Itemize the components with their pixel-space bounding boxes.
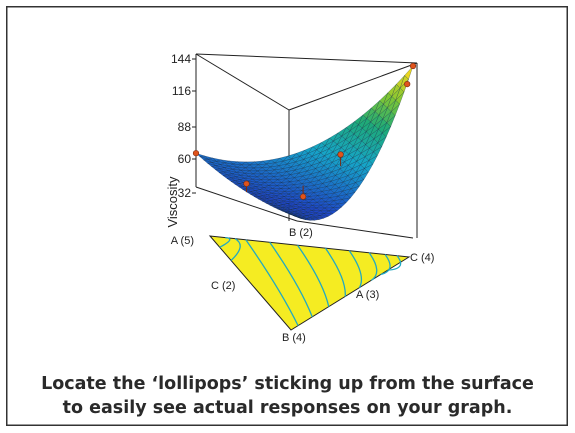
surface-cell (359, 171, 369, 180)
surface-cell (404, 65, 414, 80)
surface-cell (386, 115, 396, 127)
surface-cell (328, 210, 338, 215)
contour-line (297, 244, 330, 307)
z-tick-116: 116 (172, 84, 191, 98)
top-front-edge (288, 62, 418, 111)
surface-cell (319, 215, 329, 219)
contour-line (230, 238, 241, 261)
z-tick-144: 144 (171, 52, 191, 66)
design-point (192, 150, 200, 157)
surface-cell (293, 215, 302, 219)
surface-cell (306, 218, 315, 221)
design-point (404, 81, 411, 88)
design-point (300, 193, 307, 200)
contour-line (269, 241, 313, 318)
design-points (192, 62, 417, 200)
caption-line-2: to easily see actual responses on your g… (62, 398, 513, 418)
surface-chart: Viscosity 144 116 88 60 32 A (5) B (2) C… (6, 6, 568, 426)
design-point (409, 62, 417, 70)
surface-cell (350, 185, 360, 193)
vertex-label-b: B (4) (282, 332, 306, 344)
surface-cell (323, 213, 334, 217)
surface-cell (395, 91, 405, 105)
floor-left-edge (195, 186, 298, 222)
surface-cell (382, 126, 392, 138)
contour-base (208, 235, 411, 331)
z-tick-32: 32 (178, 186, 192, 200)
z-tick-60: 60 (178, 152, 192, 166)
surface-cell (391, 104, 400, 117)
surface-cell (341, 197, 352, 203)
surface-cell (301, 217, 311, 221)
edge-label-c: C (2) (211, 280, 235, 292)
surface-cell (368, 155, 378, 165)
response-surface (195, 65, 414, 221)
z-axis-title: Viscosity (165, 176, 180, 228)
figure-border (6, 6, 568, 426)
axis-labels: Viscosity 144 116 88 60 32 A (5) B (2) C… (165, 52, 434, 344)
contour-line (387, 255, 402, 271)
top-left-edge (195, 53, 290, 111)
top-back-edge (195, 53, 418, 64)
surface-cell (310, 217, 320, 221)
surface-cell (355, 179, 365, 187)
floor-right-edge (296, 220, 414, 239)
surface-cell (364, 163, 374, 173)
design-point (337, 151, 344, 158)
z-tick-88: 88 (178, 120, 192, 134)
surface-cell (377, 136, 387, 147)
edge-label-a: A (3) (356, 289, 379, 301)
surface-cell (373, 146, 383, 157)
caption-line-1: Locate the ‘lollipops’ sticking up from … (41, 374, 534, 394)
contour-line (219, 236, 231, 248)
vertex-label-c: C (4) (410, 252, 434, 264)
surface-cell (315, 216, 324, 220)
surface-cell (332, 206, 343, 211)
figure-frame: Viscosity 144 116 88 60 32 A (5) B (2) C… (6, 6, 568, 426)
vertex-label-a: A (5) (171, 235, 194, 247)
surface-cell (346, 192, 356, 199)
surface-cell (337, 202, 347, 208)
contour-line (368, 252, 378, 281)
contour-line (380, 254, 391, 276)
vertex-label-b-back: B (2) (289, 227, 313, 239)
caption: Locate the ‘lollipops’ sticking up from … (0, 372, 575, 420)
design-point (243, 180, 250, 187)
contour-line (245, 239, 299, 326)
contour-line (348, 250, 363, 288)
contour-line (324, 247, 346, 297)
